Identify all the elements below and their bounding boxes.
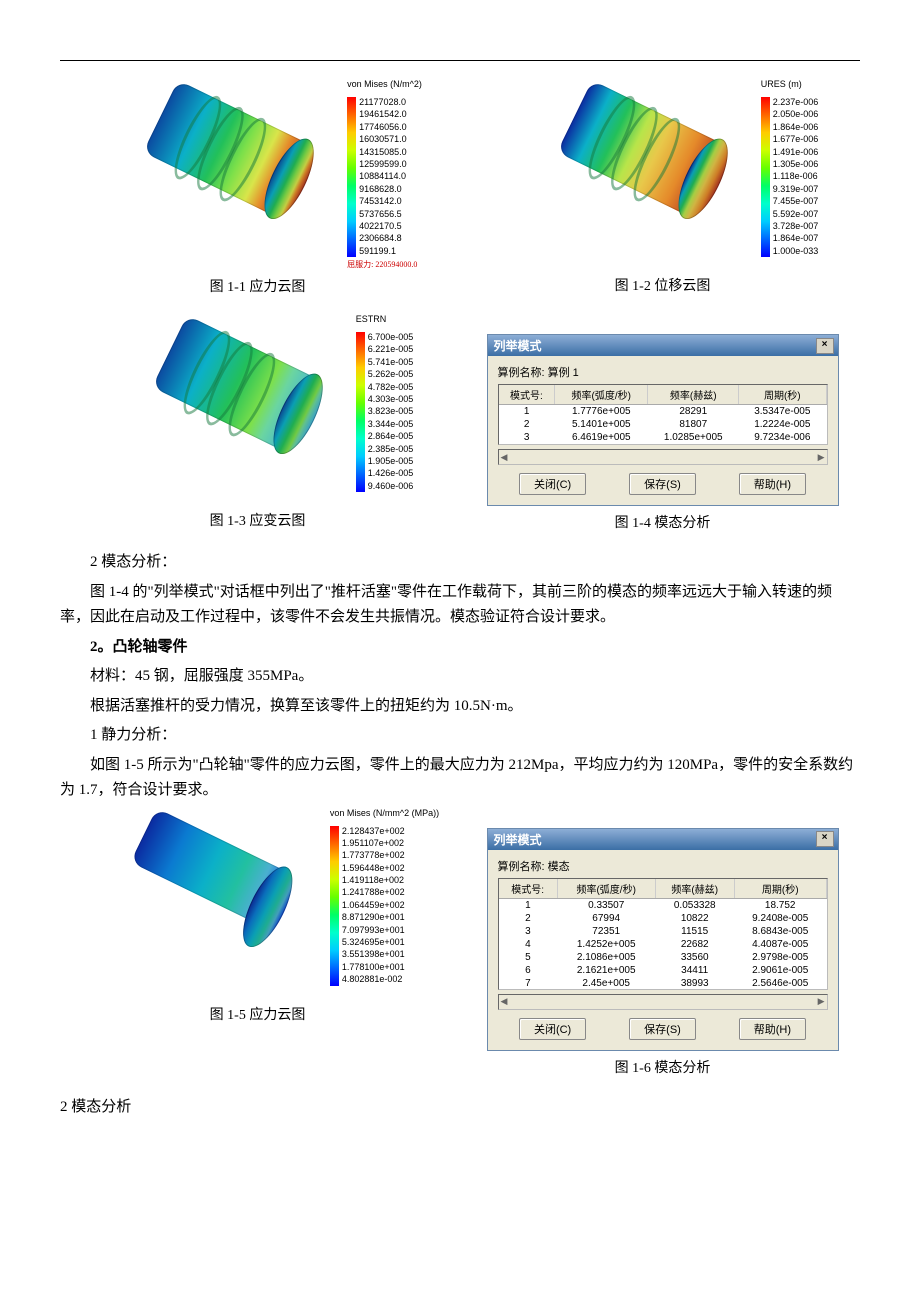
figure-1-1: von Mises (N/m^2) 21177028.019461542.017… xyxy=(60,79,455,310)
colorbar xyxy=(330,826,339,986)
tail-text: 2 模态分析 xyxy=(60,1095,860,1121)
figure-caption: 图 1-4 模态分析 xyxy=(615,512,711,532)
legend-labels: 6.700e-0056.221e-0055.741e-0055.262e-005… xyxy=(368,332,414,492)
dialog-subtitle: 算例名称: 模态 xyxy=(498,858,828,874)
figure-1-3: ESTRN 6.700e-0056.221e-0055.741e-0055.26… xyxy=(60,314,455,546)
legend-labels: 2.128437e+0021.951107e+0021.773778e+0021… xyxy=(342,826,405,986)
heading: 2。凸轮轴零件 xyxy=(60,635,860,661)
paragraph: 如图 1-5 所示为"凸轮轴"零件的应力云图，零件上的最大应力为 212Mpa，… xyxy=(60,753,860,804)
figure-caption: 图 1-5 应力云图 xyxy=(210,1004,306,1024)
help-button[interactable]: 帮助(H) xyxy=(739,473,806,495)
mode-table: 模式号:频率(弧度/秒)频率(赫兹)周期(秒) 10.335070.053328… xyxy=(499,879,827,990)
figure-caption: 图 1-1 应力云图 xyxy=(210,276,306,296)
figure-1-2: URES (m) 2.237e-0062.050e-0061.864e-0061… xyxy=(465,79,860,310)
figure-row-2: ESTRN 6.700e-0056.221e-0055.741e-0055.26… xyxy=(60,314,860,546)
figure-caption: 图 1-3 应变云图 xyxy=(210,510,306,530)
scrollbar[interactable]: ◀▶ xyxy=(498,449,828,465)
legend-footer: 屈服力: 220594000.0 xyxy=(347,259,422,270)
figure-1-6: 列举模式 × 算例名称: 模态 模式号:频率(弧度/秒)频率(赫兹)周期(秒) … xyxy=(465,808,860,1091)
legend-title: URES (m) xyxy=(761,79,819,89)
figure-1-4: 列举模式 × 算例名称: 算例 1 模式号:频率(弧度/秒)频率(赫兹)周期(秒… xyxy=(465,314,860,546)
mode-table: 模式号:频率(弧度/秒)频率(赫兹)周期(秒) 11.7776e+0052829… xyxy=(499,385,827,444)
colorbar xyxy=(347,97,356,257)
figure-1-5: von Mises (N/mm^2 (MPa)) 2.128437e+0021.… xyxy=(60,808,455,1091)
help-button[interactable]: 帮助(H) xyxy=(739,1018,806,1040)
figure-caption: 图 1-2 位移云图 xyxy=(615,275,711,295)
camshaft-cylinder xyxy=(130,808,291,928)
heading: 2 模态分析 xyxy=(60,1095,860,1121)
paragraph: 图 1-4 的"列举模式"对话框中列出了"推杆活塞"零件在工作载荷下，其前三阶的… xyxy=(60,580,860,631)
scrollbar[interactable]: ◀▶ xyxy=(498,994,828,1010)
body-text: 2 模态分析： 图 1-4 的"列举模式"对话框中列出了"推杆活塞"零件在工作载… xyxy=(60,550,860,804)
figure-caption: 图 1-6 模态分析 xyxy=(615,1057,711,1077)
figure-row-1: von Mises (N/m^2) 21177028.019461542.017… xyxy=(60,79,860,310)
colorbar xyxy=(761,97,770,257)
close-button[interactable]: 关闭(C) xyxy=(519,473,586,495)
strain-cylinder xyxy=(152,315,322,453)
legend-title: von Mises (N/mm^2 (MPa)) xyxy=(330,808,439,818)
paragraph: 1 静力分析： xyxy=(60,723,860,749)
rule xyxy=(60,60,860,61)
legend-labels: 2.237e-0062.050e-0061.864e-0061.677e-006… xyxy=(773,97,819,257)
save-button[interactable]: 保存(S) xyxy=(629,1018,696,1040)
stress-cylinder xyxy=(143,80,313,218)
colorbar xyxy=(356,332,365,492)
legend-title: von Mises (N/m^2) xyxy=(347,79,422,89)
heading: 2 模态分析： xyxy=(60,550,860,576)
dialog-title: 列举模式 xyxy=(494,337,542,354)
paragraph: 根据活塞推杆的受力情况，换算至该零件上的扭矩约为 10.5N·m。 xyxy=(60,694,860,720)
close-icon[interactable]: × xyxy=(816,831,834,847)
mode-dialog-2: 列举模式 × 算例名称: 模态 模式号:频率(弧度/秒)频率(赫兹)周期(秒) … xyxy=(487,828,839,1051)
dialog-subtitle: 算例名称: 算例 1 xyxy=(498,364,828,380)
figure-row-3: von Mises (N/mm^2 (MPa)) 2.128437e+0021.… xyxy=(60,808,860,1091)
mode-dialog-1: 列举模式 × 算例名称: 算例 1 模式号:频率(弧度/秒)频率(赫兹)周期(秒… xyxy=(487,334,839,506)
displacement-cylinder xyxy=(557,80,727,218)
page: von Mises (N/m^2) 21177028.019461542.017… xyxy=(0,0,920,1164)
legend-labels: 21177028.019461542.017746056.016030571.0… xyxy=(359,97,407,257)
legend-title: ESTRN xyxy=(356,314,414,324)
close-button[interactable]: 关闭(C) xyxy=(519,1018,586,1040)
dialog-title: 列举模式 xyxy=(494,831,542,848)
save-button[interactable]: 保存(S) xyxy=(629,473,696,495)
paragraph: 材料：45 钢，屈服强度 355MPa。 xyxy=(60,664,860,690)
close-icon[interactable]: × xyxy=(816,338,834,354)
